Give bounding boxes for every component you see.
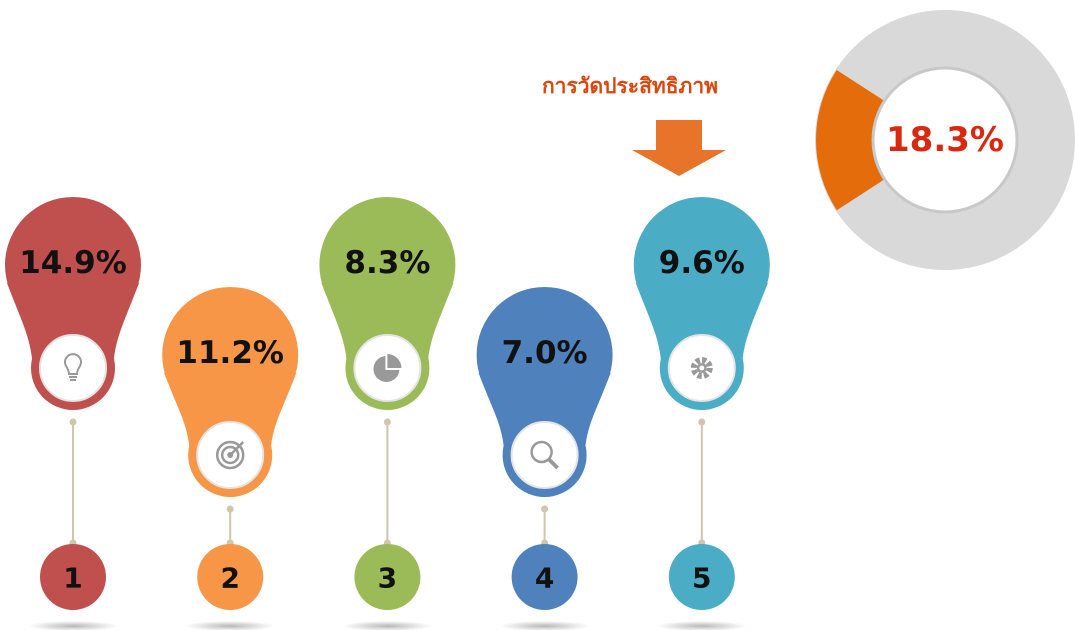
- percent: 11.2%: [176, 335, 284, 371]
- arrow: [632, 120, 726, 176]
- item: 7.0% 4: [476, 287, 613, 630]
- shadow: [656, 621, 747, 630]
- balloon: [476, 287, 613, 423]
- icon: [215, 440, 245, 470]
- icon: [690, 357, 713, 379]
- shadow: [28, 621, 118, 630]
- icon-bg: [510, 421, 579, 489]
- shadow: [342, 621, 433, 630]
- number: 4: [535, 562, 554, 595]
- number-circle: [40, 544, 106, 610]
- balloon: [319, 197, 456, 333]
- dot: [226, 505, 234, 513]
- shadow: [185, 621, 276, 630]
- percent: 14.9%: [19, 245, 127, 281]
- shadow: [499, 621, 590, 630]
- dot: [698, 418, 706, 426]
- balloon: [5, 197, 141, 333]
- percent: 9.6%: [659, 245, 745, 281]
- dot: [541, 505, 549, 513]
- number: 3: [378, 562, 397, 595]
- number: 2: [220, 562, 239, 595]
- number-circle: [197, 544, 264, 610]
- dot: [69, 418, 77, 426]
- donut-center: [871, 66, 1019, 214]
- item: 8.3% 3: [319, 197, 456, 630]
- percent: 7.0%: [502, 335, 588, 371]
- number-circle: [668, 544, 735, 610]
- icon: [530, 440, 560, 470]
- number: 1: [63, 562, 82, 595]
- item: 11.2% 2: [162, 287, 299, 630]
- icon: [373, 354, 402, 382]
- balloon: [162, 287, 299, 423]
- item: 9.6% 5: [633, 197, 770, 630]
- heading: การวัดประสิทธิภาพ: [542, 74, 718, 98]
- number-circle: [511, 544, 578, 610]
- donut-label: 18.3%: [886, 120, 1004, 160]
- number-circle: [354, 544, 421, 610]
- donut: 18.3%: [815, 10, 1075, 270]
- percent: 8.3%: [344, 245, 430, 281]
- balloon: [633, 197, 770, 333]
- item: 14.9% 1: [5, 197, 141, 630]
- donut-slice: [816, 69, 895, 211]
- icon: [64, 353, 82, 381]
- icon-bg: [39, 334, 107, 402]
- number: 5: [692, 562, 711, 595]
- dot: [383, 418, 391, 426]
